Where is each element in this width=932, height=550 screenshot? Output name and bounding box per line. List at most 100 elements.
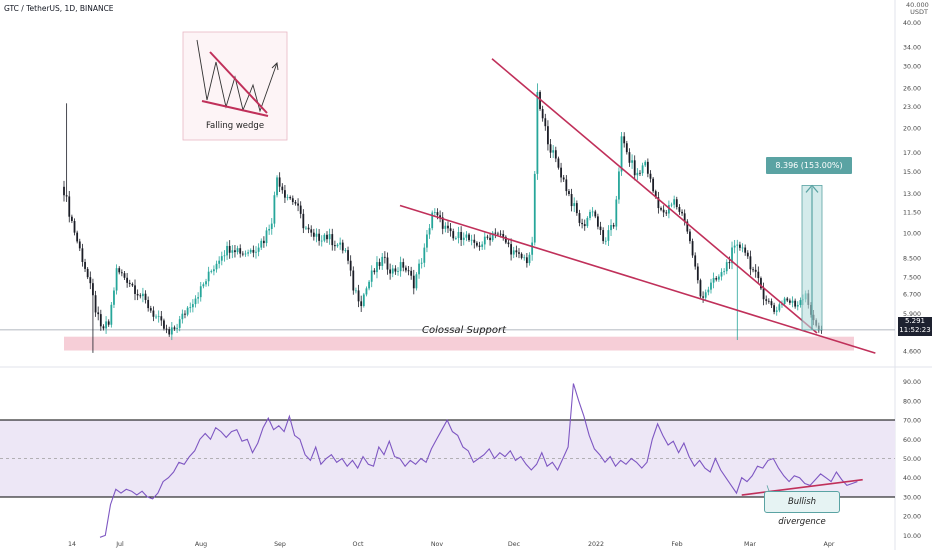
candle-body	[699, 280, 702, 297]
candle-body	[478, 245, 481, 247]
candle-body	[652, 178, 655, 192]
candle-body	[376, 262, 378, 273]
candle-body	[618, 171, 620, 200]
inset-arrow-head	[271, 62, 279, 71]
axis-unit-currency: USDT	[910, 8, 928, 16]
candle-body	[110, 304, 113, 325]
candle-body	[97, 312, 100, 315]
divergence-line	[741, 478, 863, 496]
price-tick-label: 17.00	[903, 150, 921, 157]
candle-body	[504, 236, 507, 243]
rsi-tick-label: 60.00	[903, 437, 921, 444]
candle-body	[418, 263, 420, 275]
candle-body	[565, 179, 568, 192]
candle-body	[531, 242, 534, 255]
price-tick-label: 23.00	[903, 104, 921, 111]
candle-body	[596, 216, 599, 227]
candle-body	[481, 244, 484, 247]
candle-body	[433, 212, 436, 213]
candle-body	[770, 301, 773, 306]
candle-body	[312, 232, 315, 237]
price-tick-label: 34.00	[903, 45, 921, 52]
candle-body	[602, 230, 605, 242]
measure-arrow-head	[805, 184, 819, 193]
candle-body	[415, 274, 418, 289]
candle-body	[528, 254, 531, 264]
candle-body	[533, 173, 536, 243]
candle-body	[639, 172, 641, 174]
candle-body	[194, 298, 197, 305]
candle-body	[76, 232, 79, 242]
candle-body	[205, 281, 207, 285]
candle-body	[397, 271, 399, 272]
price-tick-label: 4.600	[903, 349, 921, 356]
candle-body	[520, 253, 523, 258]
inset-wedge-lower	[201, 100, 269, 117]
candle-body	[302, 213, 305, 229]
candle-body	[428, 228, 431, 235]
candle-body	[147, 299, 150, 309]
candle-body	[105, 321, 107, 329]
candle-body	[323, 234, 326, 241]
candle-body	[131, 283, 134, 286]
candle-body	[265, 230, 268, 244]
candle-body	[115, 268, 118, 291]
candle-body	[65, 195, 68, 197]
candle-body	[686, 221, 689, 232]
candle-body	[502, 233, 505, 237]
candle-body	[657, 197, 660, 209]
candle-body	[391, 268, 394, 274]
candle-body	[305, 227, 307, 229]
candle-body	[452, 231, 455, 239]
price-tick-label: 8.500	[903, 255, 921, 262]
candle-body	[641, 165, 644, 174]
candle-body	[99, 314, 102, 327]
candle-body	[191, 304, 194, 308]
candle-body	[612, 225, 615, 227]
candle-body	[89, 277, 92, 284]
candle-body	[118, 268, 121, 273]
candle-body	[620, 136, 623, 172]
candle-body	[744, 247, 747, 253]
candle-body	[575, 203, 578, 214]
candle-body	[257, 247, 260, 252]
candle-body	[68, 196, 71, 217]
candle-body	[583, 224, 586, 227]
candle-body	[228, 245, 231, 253]
candle-body	[633, 160, 636, 176]
candle-body	[470, 239, 473, 241]
price-tick-label: 5.900	[903, 311, 921, 318]
candle-body	[454, 238, 457, 239]
candle-body	[746, 252, 749, 257]
candle-body	[273, 195, 276, 224]
candle-body	[552, 150, 555, 153]
candle-body	[315, 233, 318, 237]
candle-body	[326, 234, 328, 240]
divergence-callout-pointer	[766, 485, 770, 492]
candle-body	[694, 255, 697, 267]
candle-body	[223, 255, 226, 257]
candle-body	[468, 234, 470, 241]
candle-body	[717, 276, 720, 280]
price-tick-label: 10.00	[903, 231, 921, 238]
candle-body	[410, 270, 413, 276]
candle-body	[757, 271, 760, 279]
candle-body	[144, 293, 147, 300]
candle-body	[336, 244, 339, 247]
candle-body	[723, 271, 726, 273]
candle-body	[189, 307, 192, 309]
candle-body	[202, 284, 205, 287]
falling-wedge-lines	[399, 58, 876, 354]
candle-body	[720, 272, 723, 277]
rsi-line	[99, 383, 858, 538]
candle-body	[360, 301, 363, 307]
candle-body	[710, 282, 712, 290]
candle-body	[773, 305, 775, 312]
candle-body	[636, 172, 639, 176]
candle-body	[294, 202, 297, 204]
candle-body	[544, 118, 547, 127]
candle-body	[402, 262, 405, 268]
candle-body	[736, 244, 739, 246]
candle-body	[739, 244, 741, 248]
